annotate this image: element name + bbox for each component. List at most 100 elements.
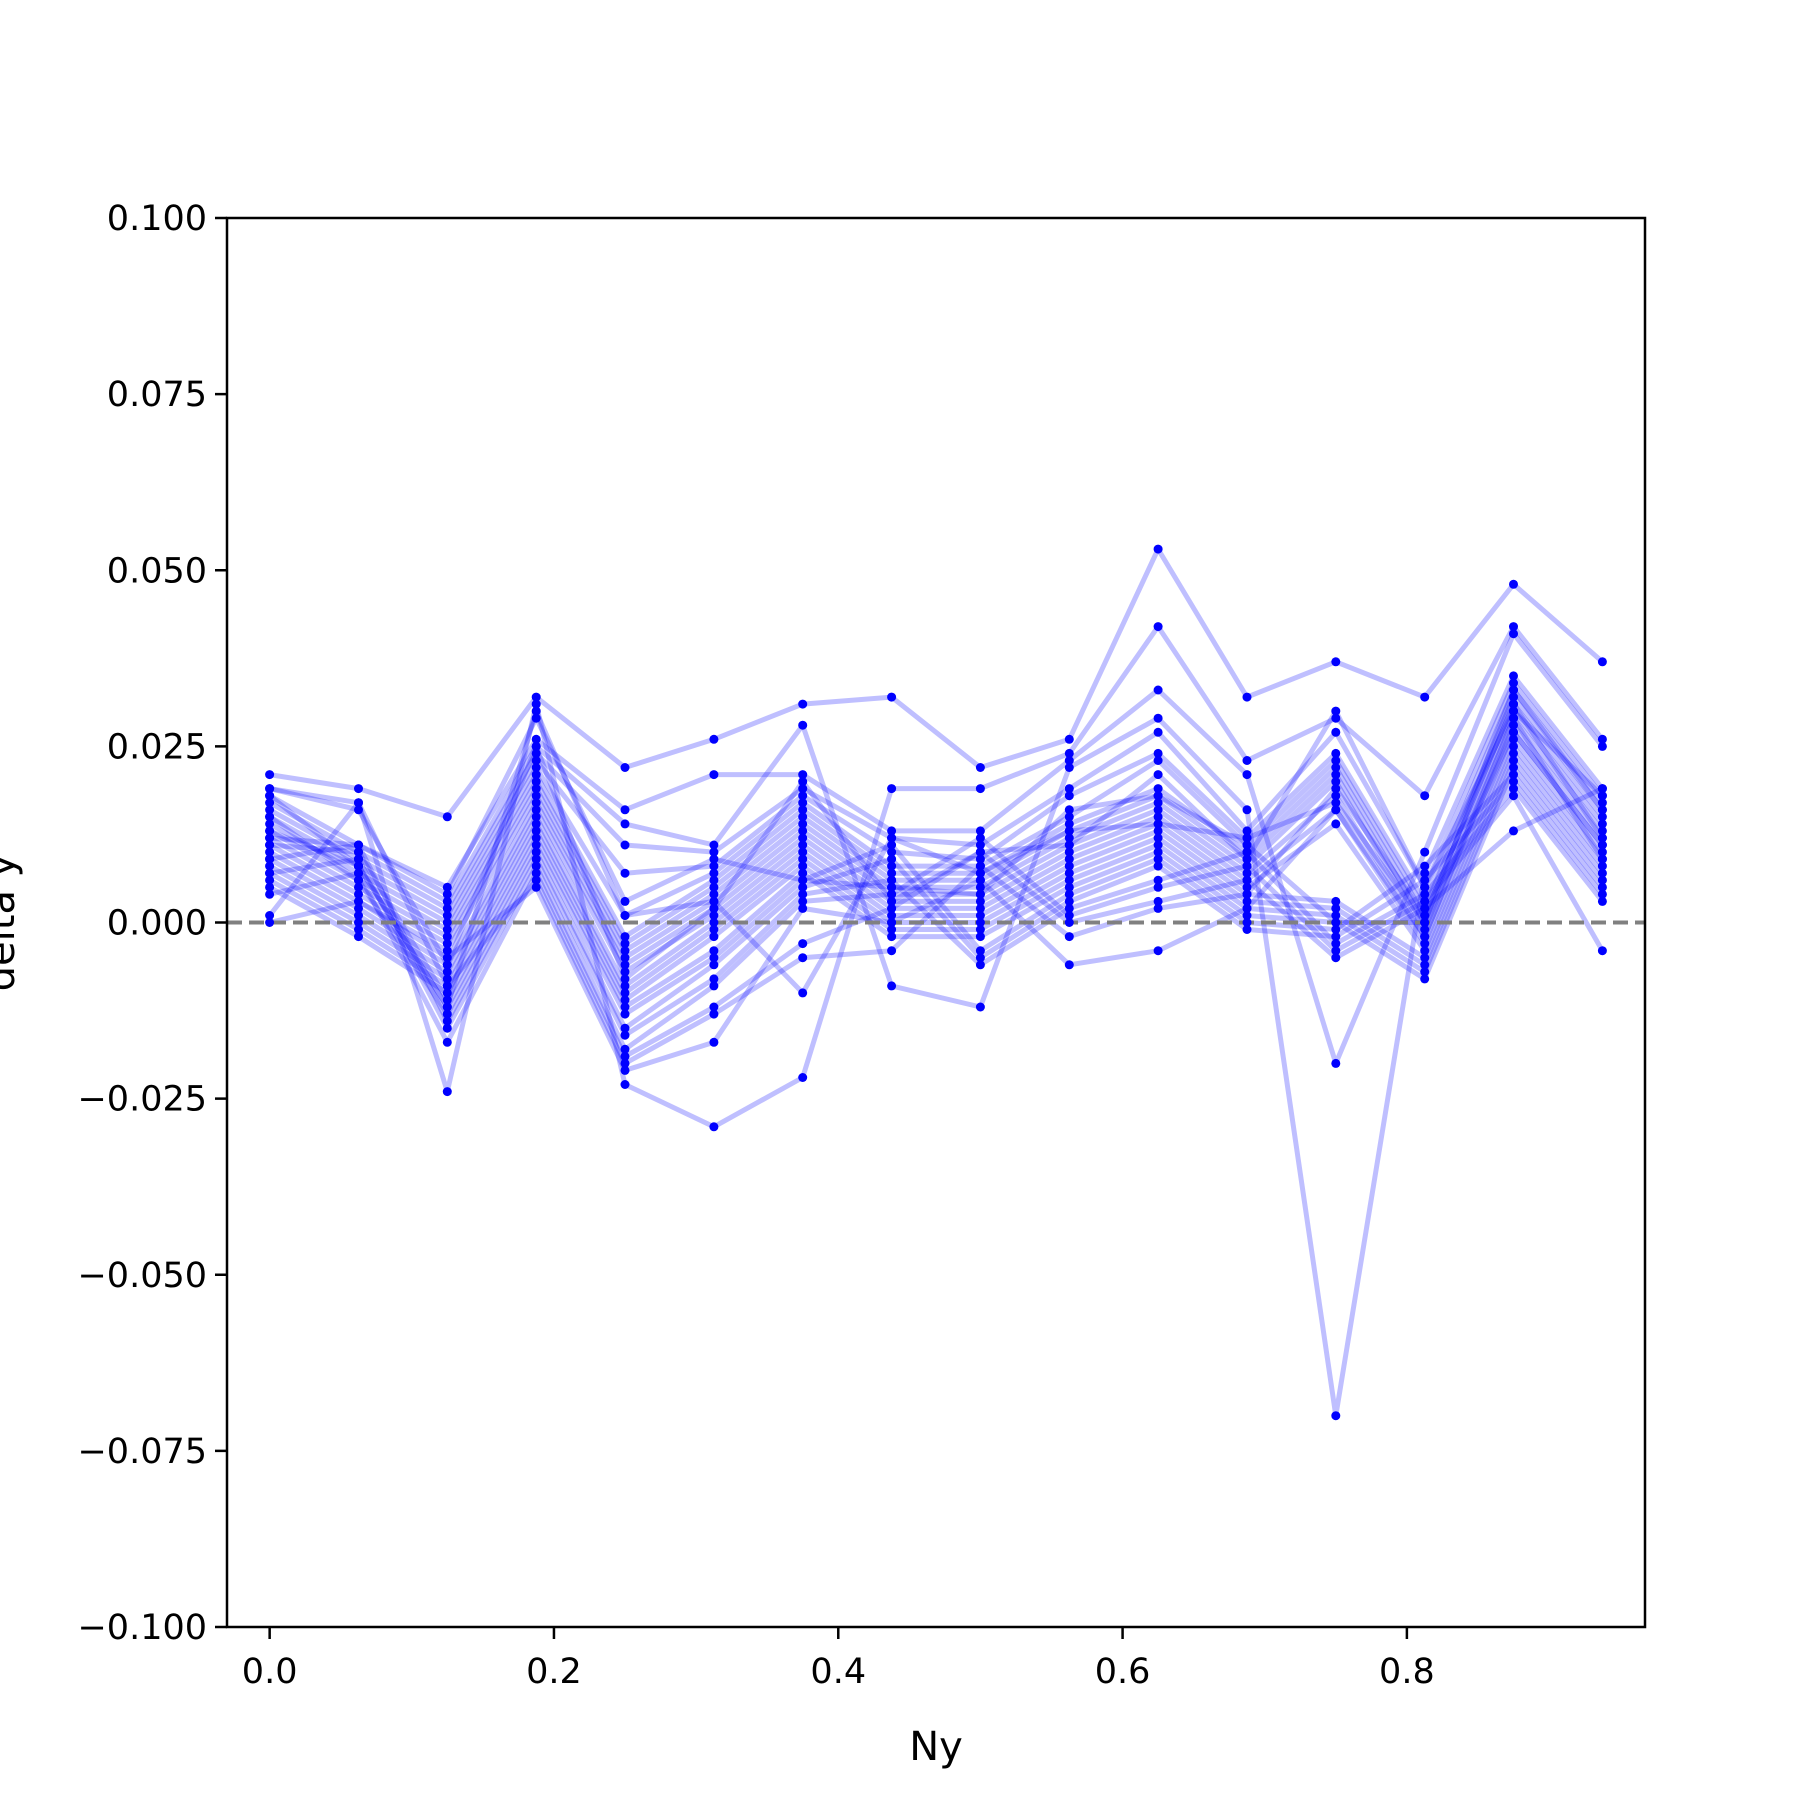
data-point	[354, 903, 363, 913]
data-point	[531, 833, 541, 843]
data-point	[1420, 918, 1430, 927]
data-point	[1509, 692, 1518, 702]
data-point	[1331, 657, 1341, 667]
y-tick-label: 0.000	[107, 904, 207, 944]
data-point	[798, 777, 808, 787]
data-point	[709, 903, 719, 913]
data-point	[887, 861, 897, 871]
data-point	[265, 847, 275, 857]
data-point	[709, 896, 719, 906]
data-point	[1064, 932, 1074, 942]
data-point	[798, 889, 808, 899]
data-point	[354, 868, 363, 878]
data-point	[1242, 882, 1252, 892]
data-point	[1064, 847, 1074, 857]
data-point	[531, 861, 541, 871]
data-point	[1153, 819, 1163, 829]
data-point	[1420, 953, 1430, 963]
data-point	[1597, 840, 1607, 850]
series-line	[268, 736, 1605, 975]
data-point	[620, 1080, 630, 1089]
data-point	[1420, 882, 1430, 892]
data-point	[1597, 657, 1607, 667]
data-point	[1242, 896, 1252, 906]
data-point	[620, 932, 630, 942]
data-point	[1420, 903, 1430, 913]
data-point	[1064, 791, 1074, 801]
data-point	[1331, 748, 1341, 758]
series-line	[269, 546, 1605, 820]
data-point	[1420, 925, 1430, 934]
data-point	[798, 1073, 808, 1082]
data-point	[975, 1002, 985, 1012]
data-point	[1420, 889, 1430, 899]
data-point	[887, 854, 897, 864]
data-point	[531, 812, 541, 822]
data-point	[1064, 756, 1074, 765]
series-line	[268, 687, 1605, 918]
data-point	[1153, 748, 1163, 758]
data-point	[620, 1023, 630, 1033]
data-point	[709, 932, 719, 942]
data-point	[1153, 798, 1163, 808]
data-point	[354, 932, 363, 942]
data-point	[798, 791, 808, 801]
series-line	[268, 687, 1605, 1010]
series-line	[268, 708, 1605, 947]
data-point	[1509, 685, 1518, 695]
data-point	[265, 784, 275, 794]
y-tick-label: 0.050	[107, 551, 207, 591]
data-point	[798, 784, 808, 794]
data-point	[265, 812, 275, 822]
data-point	[887, 875, 897, 885]
data-point	[1331, 770, 1341, 780]
data-point	[1597, 889, 1607, 899]
data-point	[620, 1044, 630, 1054]
data-point	[442, 903, 452, 913]
data-point	[975, 896, 985, 906]
data-point	[975, 903, 985, 913]
data-point	[442, 896, 452, 906]
data-point	[1153, 756, 1163, 765]
data-point	[1597, 875, 1607, 885]
data-point	[1420, 692, 1430, 702]
data-point	[887, 826, 897, 836]
data-point	[798, 896, 808, 906]
data-point	[620, 974, 630, 984]
data-point	[354, 784, 363, 794]
x-tick-label: 0.2	[526, 1652, 582, 1692]
data-point	[1509, 791, 1518, 801]
data-point	[1064, 861, 1074, 871]
y-tick-label: −0.100	[77, 1608, 207, 1648]
data-point	[1420, 875, 1430, 885]
data-point	[709, 882, 719, 892]
data-point	[975, 826, 985, 836]
data-point	[1153, 727, 1163, 737]
data-point	[709, 960, 719, 970]
data-point	[354, 840, 363, 850]
data-point	[1597, 833, 1607, 843]
data-point	[620, 805, 630, 815]
series-points	[265, 544, 1607, 1421]
data-point	[1597, 946, 1607, 956]
data-point	[531, 784, 541, 794]
data-point	[531, 875, 541, 885]
data-point	[1331, 1058, 1341, 1068]
data-point	[1331, 903, 1341, 913]
data-point	[1597, 812, 1607, 822]
data-point	[1597, 819, 1607, 829]
data-point	[1597, 734, 1607, 744]
data-point	[354, 889, 363, 899]
data-point	[975, 911, 985, 920]
data-point	[887, 896, 897, 906]
data-point	[975, 925, 985, 934]
data-point	[442, 1023, 452, 1033]
data-point	[975, 875, 985, 885]
data-point	[354, 847, 363, 857]
data-point	[1064, 734, 1074, 744]
data-point	[1153, 847, 1163, 857]
data-point	[265, 882, 275, 892]
data-point	[1331, 939, 1341, 949]
data-point	[1597, 826, 1607, 836]
data-point	[975, 953, 985, 963]
